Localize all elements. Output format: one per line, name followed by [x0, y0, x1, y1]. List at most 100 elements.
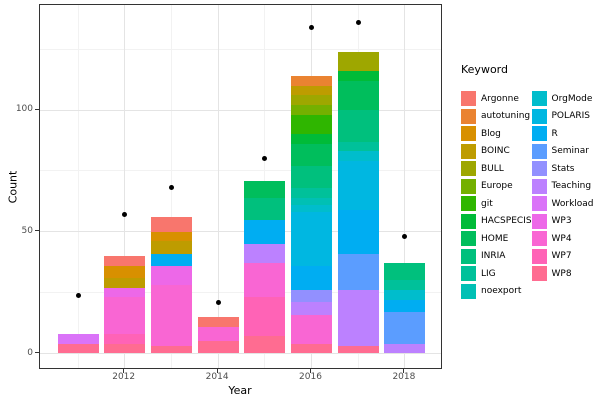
legend-item-WP8: WP8	[531, 266, 594, 281]
y-tick-label: 50	[21, 225, 33, 236]
x-axis-title: Year	[228, 384, 252, 397]
gridline-minor-x	[77, 4, 79, 368]
x-tick-mark	[216, 369, 218, 373]
legend-item-OrgMode: OrgMode	[531, 91, 594, 106]
legend-item-label: HOME	[481, 233, 509, 244]
legend-swatch	[461, 108, 476, 124]
legend-item-INRIA: INRIA	[461, 248, 532, 264]
bar-segment-WP4	[150, 285, 192, 347]
legend-item-label: BULL	[481, 163, 504, 174]
bar-segment-Teaching	[337, 290, 379, 347]
bar-segment-Workload	[57, 334, 99, 344]
bar-segment-BOINC	[150, 241, 192, 254]
bar-segment-noexport	[291, 197, 332, 205]
legend-item-Teaching: Teaching	[531, 178, 594, 194]
bar-segment-HACSPECIS	[291, 134, 332, 145]
legend-item-Argonne: Argonne	[461, 91, 532, 106]
bar-segment-HOME	[244, 180, 286, 198]
legend-item-LIG: LIG	[461, 266, 532, 281]
legend-item-label: Workload	[551, 198, 594, 209]
bar-segment-Teaching	[384, 343, 426, 354]
legend-swatch	[461, 283, 476, 299]
y-axis-title: Count	[6, 170, 20, 204]
legend-item-label: autotuning	[481, 111, 531, 121]
y-tick-mark	[34, 230, 39, 232]
plot-panel	[38, 3, 442, 369]
legend-swatch	[461, 126, 476, 141]
bar-segment-BULL	[291, 95, 332, 106]
legend-item-label: WP7	[551, 251, 572, 261]
bar-segment-R	[244, 219, 286, 244]
legend-item-label: Argonne	[481, 93, 519, 104]
bar-segment-Argonne	[197, 316, 239, 327]
legend-item-git: git	[461, 196, 532, 211]
legend-swatch	[531, 213, 547, 229]
legend-item-label: WP3	[551, 216, 572, 226]
legend-item-HACSPECIS: HACSPECIS	[461, 213, 532, 229]
legend-swatch	[461, 91, 476, 106]
legend-item-WP3: WP3	[531, 213, 594, 229]
legend-item-noexport: noexport	[461, 283, 532, 299]
bar-segment-WP8	[244, 336, 286, 354]
bar-segment-WP8	[150, 346, 192, 354]
gridline-major-x	[124, 4, 126, 368]
legend-item-label: HACSPECIS	[481, 216, 532, 226]
legend-item-label: LIG	[481, 268, 496, 279]
legend-swatch	[461, 143, 476, 159]
legend-item-POLARIS: POLARIS	[531, 108, 594, 124]
bar-segment-WP4	[197, 326, 239, 342]
legend-column-1: Argonne autotuning Blog BOINC BULL Europe git H…	[461, 91, 532, 301]
bar-segment-R	[337, 209, 379, 254]
legend-item-label: OrgMode	[551, 93, 593, 104]
legend-swatch	[461, 161, 476, 176]
legend-item-BOINC: BOINC	[461, 143, 532, 159]
gridline-major-y	[39, 109, 441, 111]
bar-segment-WP8	[291, 343, 332, 354]
y-tick-mark	[34, 352, 39, 353]
data-point	[262, 156, 268, 162]
legend-item-label: WP8	[551, 268, 572, 279]
bar-segment-OrgMode	[291, 204, 332, 213]
legend: Keyword Argonne autotuning Blog BOINC BULL Eu…	[455, 63, 600, 299]
y-tick-label: 100	[15, 104, 33, 114]
legend-swatch	[531, 266, 547, 281]
bar-segment-WP4	[291, 314, 332, 344]
legend-item-autotuning: autotuning	[461, 108, 532, 124]
bar-segment-WP8	[104, 343, 146, 354]
bar-segment-Argonne	[104, 256, 146, 266]
x-tick-mark	[310, 369, 311, 373]
legend-item-BULL: BULL	[461, 161, 532, 176]
y-tick-mark	[34, 108, 39, 110]
bar-segment-Teaching	[291, 302, 332, 315]
x-tick-label: 2016	[299, 372, 322, 382]
legend-swatch	[461, 213, 476, 229]
legend-item-label: git	[481, 198, 493, 209]
legend-swatch	[531, 126, 547, 141]
legend-swatch	[461, 196, 476, 211]
bar-segment-HOME	[291, 144, 332, 166]
bar-segment-R	[291, 265, 332, 291]
legend-item-Seminar: Seminar	[531, 143, 594, 159]
bar-segment-Blog	[150, 231, 192, 242]
bar-segment-R	[384, 299, 426, 313]
legend-item-label: Stats	[551, 163, 575, 174]
legend-swatch	[461, 266, 476, 281]
legend-item-WP7: WP7	[531, 248, 594, 264]
legend-item-WP4: WP4	[531, 231, 594, 246]
data-point	[122, 212, 128, 218]
x-tick-label: 2014	[205, 372, 229, 382]
data-point	[355, 19, 361, 25]
legend-item-label: WP4	[551, 233, 572, 244]
data-point	[75, 292, 81, 298]
bar-segment-Seminar	[337, 253, 379, 291]
legend-item-label: Seminar	[551, 146, 589, 156]
x-tick-label: 2012	[112, 372, 136, 382]
legend-swatch	[461, 178, 476, 194]
bar-segment-WP7	[244, 297, 286, 337]
data-point	[402, 234, 408, 240]
bar-segment-POLARIS	[337, 161, 379, 210]
legend-swatch	[531, 248, 547, 264]
bar-segment-Teaching	[244, 243, 286, 264]
bar-segment-POLARIS	[291, 212, 332, 266]
